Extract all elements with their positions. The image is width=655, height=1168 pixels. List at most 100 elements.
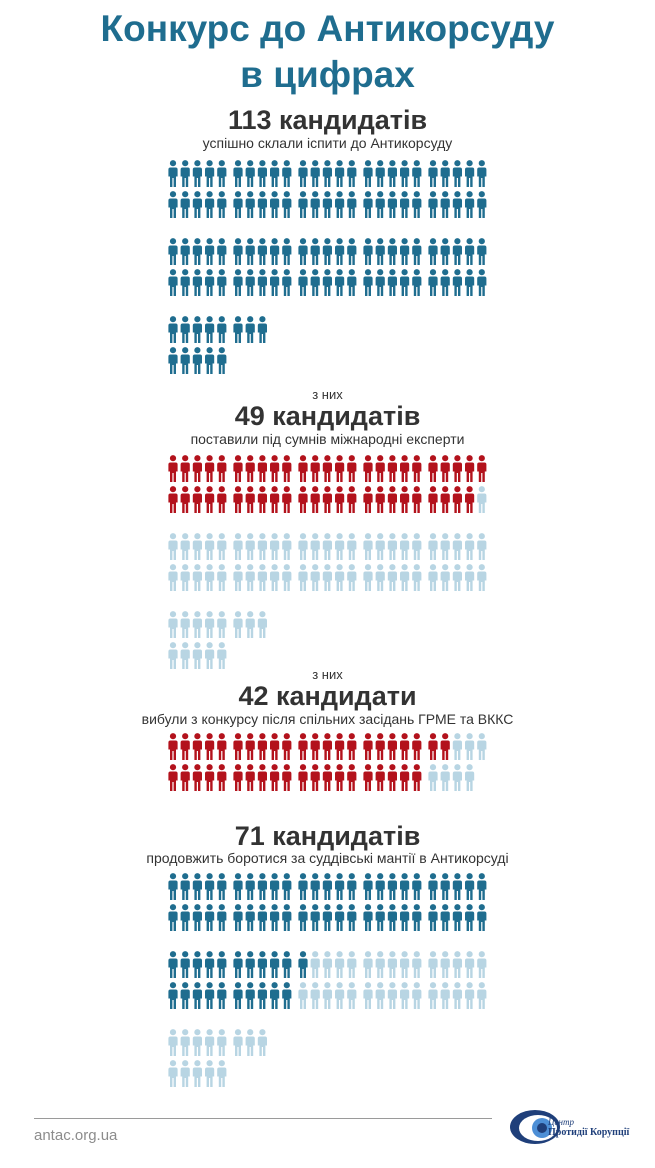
- person-icon: [192, 982, 202, 1009]
- person-icon: [322, 533, 332, 560]
- person-icon: [257, 733, 267, 760]
- person-icon: [180, 642, 190, 669]
- person-icon: [257, 238, 267, 265]
- person-icon: [347, 764, 357, 791]
- person-icon: [465, 951, 475, 978]
- person-icon: [477, 733, 487, 760]
- person-icon: [428, 982, 438, 1009]
- page-title: Конкурс до Антикорсуду в цифрах: [0, 6, 655, 98]
- person-icon: [282, 564, 292, 591]
- person-icon: [387, 533, 397, 560]
- person-icon: [298, 873, 308, 900]
- person-icon: [217, 611, 227, 638]
- person-icon: [180, 764, 190, 791]
- person-icon: [257, 1029, 267, 1056]
- person-icon: [412, 904, 422, 931]
- person-icon: [257, 764, 267, 791]
- person-icon: [347, 269, 357, 296]
- person-icon: [477, 455, 487, 482]
- person-icon: [168, 951, 178, 978]
- person-icon: [347, 873, 357, 900]
- person-icon: [217, 1029, 227, 1056]
- person-icon: [322, 269, 332, 296]
- person-icon: [282, 238, 292, 265]
- person-icon: [192, 564, 202, 591]
- person-icon: [180, 982, 190, 1009]
- person-icon: [233, 951, 243, 978]
- person-icon: [363, 455, 373, 482]
- person-icon: [282, 533, 292, 560]
- person-icon: [400, 982, 410, 1009]
- footer-site-link[interactable]: antac.org.ua: [34, 1127, 118, 1144]
- person-icon: [192, 873, 202, 900]
- person-icon: [180, 873, 190, 900]
- person-icon: [233, 269, 243, 296]
- person-icon: [412, 564, 422, 591]
- person-icon: [465, 764, 475, 791]
- person-icon: [322, 873, 332, 900]
- person-icon: [452, 160, 462, 187]
- person-icon: [233, 904, 243, 931]
- person-icon: [428, 764, 438, 791]
- person-icon: [180, 533, 190, 560]
- person-icon: [180, 160, 190, 187]
- section-3-headline: 42 кандидати: [238, 681, 417, 711]
- section-4-figures: [168, 873, 487, 1087]
- person-icon: [440, 564, 450, 591]
- person-icon: [322, 982, 332, 1009]
- person-icon: [412, 951, 422, 978]
- person-icon: [465, 564, 475, 591]
- person-icon: [205, 733, 215, 760]
- person-icon: [400, 533, 410, 560]
- person-icon: [180, 733, 190, 760]
- person-icon: [440, 486, 450, 513]
- person-icon: [400, 764, 410, 791]
- person-icon: [363, 564, 373, 591]
- person-icon: [452, 904, 462, 931]
- person-icon: [233, 1029, 243, 1056]
- person-icon: [428, 733, 438, 760]
- person-icon: [452, 238, 462, 265]
- person-icon: [387, 564, 397, 591]
- person-icon: [310, 982, 320, 1009]
- person-icon: [168, 982, 178, 1009]
- person-icon: [245, 486, 255, 513]
- person-icon: [233, 564, 243, 591]
- person-icon: [375, 533, 385, 560]
- logo-text-line-1: Центр: [548, 1117, 574, 1127]
- person-icon: [310, 564, 320, 591]
- person-icon: [363, 269, 373, 296]
- person-icon: [192, 642, 202, 669]
- person-icon: [180, 316, 190, 343]
- title-line-1: Конкурс до Антикорсуду: [100, 8, 555, 49]
- person-icon: [192, 238, 202, 265]
- person-icon: [387, 486, 397, 513]
- person-icon: [168, 873, 178, 900]
- person-icon: [298, 455, 308, 482]
- person-icon: [428, 873, 438, 900]
- person-icon: [233, 764, 243, 791]
- person-icon: [245, 238, 255, 265]
- person-icon: [245, 1029, 255, 1056]
- person-icon: [298, 238, 308, 265]
- person-icon: [192, 191, 202, 218]
- person-icon: [363, 160, 373, 187]
- person-icon: [245, 160, 255, 187]
- person-icon: [347, 733, 357, 760]
- person-icon: [347, 982, 357, 1009]
- person-icon: [375, 238, 385, 265]
- person-icon: [400, 455, 410, 482]
- person-icon: [322, 160, 332, 187]
- person-icon: [440, 873, 450, 900]
- person-icon: [282, 873, 292, 900]
- person-icon: [347, 904, 357, 931]
- person-icon: [322, 904, 332, 931]
- person-icon: [465, 533, 475, 560]
- person-icon: [400, 873, 410, 900]
- person-icon: [412, 733, 422, 760]
- person-icon: [363, 951, 373, 978]
- person-icon: [375, 486, 385, 513]
- person-icon: [375, 191, 385, 218]
- person-icon: [465, 486, 475, 513]
- person-icon: [465, 160, 475, 187]
